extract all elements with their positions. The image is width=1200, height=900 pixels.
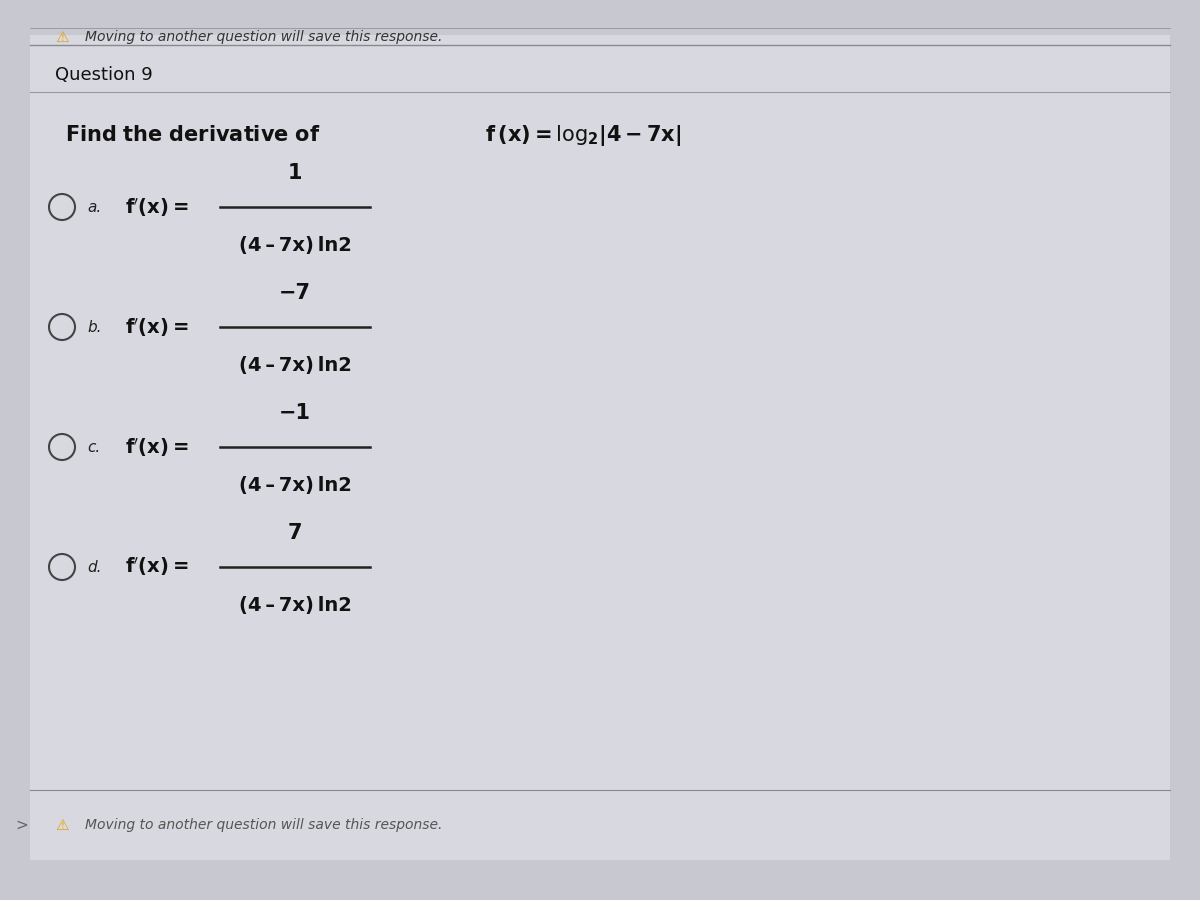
Text: 1: 1 bbox=[288, 163, 302, 183]
Text: (4 – 7x) ln2: (4 – 7x) ln2 bbox=[239, 475, 352, 494]
Text: >: > bbox=[14, 817, 28, 833]
Text: d.: d. bbox=[88, 560, 102, 574]
Text: $\mathbf{f'(x) =}$: $\mathbf{f'(x) =}$ bbox=[125, 555, 188, 579]
Text: ⚠: ⚠ bbox=[55, 30, 68, 44]
Text: Moving to another question will save this response.: Moving to another question will save thi… bbox=[85, 30, 443, 44]
Text: −7: −7 bbox=[278, 283, 311, 303]
Text: $\mathbf{f'(x) =}$: $\mathbf{f'(x) =}$ bbox=[125, 195, 188, 219]
Text: $\mathbf{f\,(x) = \log_2\!|4 - 7x|}$: $\mathbf{f\,(x) = \log_2\!|4 - 7x|}$ bbox=[485, 122, 682, 148]
FancyBboxPatch shape bbox=[30, 35, 1170, 860]
Text: b.: b. bbox=[88, 320, 102, 335]
Text: $\bf{Find\ the\ derivative\ of}$: $\bf{Find\ the\ derivative\ of}$ bbox=[65, 125, 320, 145]
Text: −1: −1 bbox=[278, 403, 311, 423]
Text: Moving to another question will save this response.: Moving to another question will save thi… bbox=[85, 818, 443, 832]
Text: Question 9: Question 9 bbox=[55, 66, 152, 84]
Text: a.: a. bbox=[88, 200, 101, 214]
Text: (4 – 7x) ln2: (4 – 7x) ln2 bbox=[239, 236, 352, 255]
Text: $\mathbf{f'(x) =}$: $\mathbf{f'(x) =}$ bbox=[125, 436, 188, 458]
Text: ⚠: ⚠ bbox=[55, 817, 68, 833]
Text: (4 – 7x) ln2: (4 – 7x) ln2 bbox=[239, 596, 352, 615]
Text: 7: 7 bbox=[288, 523, 302, 543]
Text: $\mathbf{f'(x) =}$: $\mathbf{f'(x) =}$ bbox=[125, 316, 188, 338]
Text: c.: c. bbox=[88, 439, 101, 454]
Text: (4 – 7x) ln2: (4 – 7x) ln2 bbox=[239, 356, 352, 374]
